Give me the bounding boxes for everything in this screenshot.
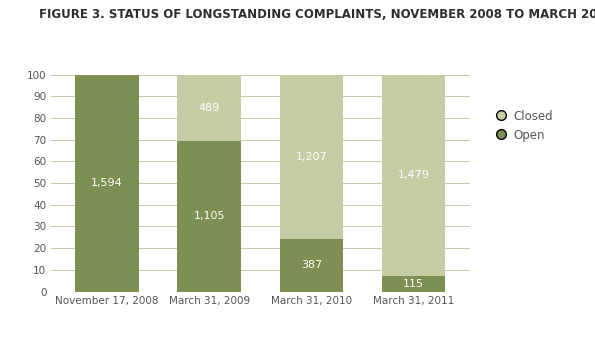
Bar [177,75,241,141]
Bar [280,239,343,292]
Text: 387: 387 [301,260,322,270]
Text: 1,594: 1,594 [91,178,123,188]
Text: 1,105: 1,105 [193,211,225,221]
Bar [382,75,446,276]
Text: 1,479: 1,479 [398,170,430,180]
Bar [177,141,241,292]
Text: FIGURE 3. STATUS OF LONGSTANDING COMPLAINTS, NOVEMBER 2008 TO MARCH 2011: FIGURE 3. STATUS OF LONGSTANDING COMPLAI… [39,8,595,21]
Bar [382,276,446,292]
Text: 115: 115 [403,279,424,289]
Legend: Closed, Open: Closed, Open [494,106,556,145]
Bar [75,75,139,292]
Text: 1,207: 1,207 [296,152,327,162]
Text: 489: 489 [199,103,220,113]
Bar [280,75,343,239]
